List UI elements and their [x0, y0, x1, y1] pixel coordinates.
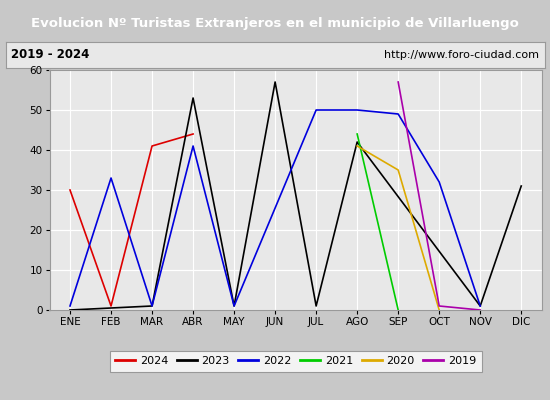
Legend: 2024, 2023, 2022, 2021, 2020, 2019: 2024, 2023, 2022, 2021, 2020, 2019: [109, 350, 482, 372]
Text: 2019 - 2024: 2019 - 2024: [11, 48, 89, 62]
Text: http://www.foro-ciudad.com: http://www.foro-ciudad.com: [384, 50, 539, 60]
Text: Evolucion Nº Turistas Extranjeros en el municipio de Villarluengo: Evolucion Nº Turistas Extranjeros en el …: [31, 16, 519, 30]
